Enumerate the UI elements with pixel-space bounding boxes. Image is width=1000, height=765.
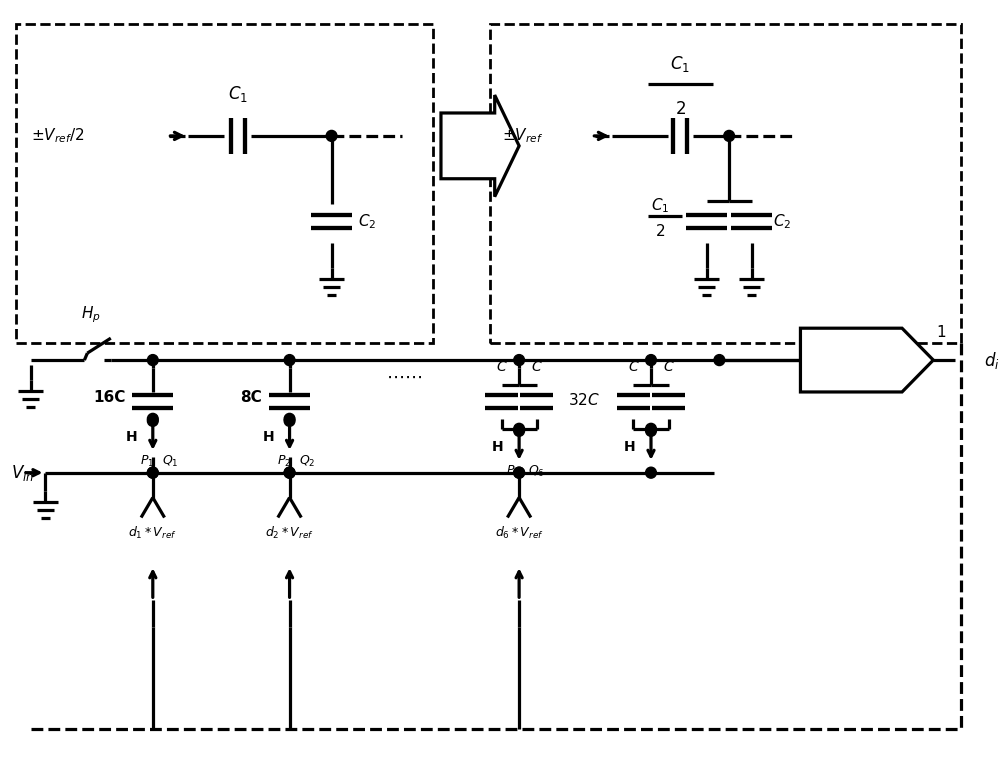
Circle shape [326,130,337,142]
Text: $1$: $1$ [936,324,946,340]
Text: 8C: 8C [240,390,262,405]
Circle shape [646,425,656,436]
Text: $2$: $2$ [655,223,665,239]
Text: $\cdots\cdots$: $\cdots\cdots$ [386,368,422,386]
Text: $C_1$: $C_1$ [670,54,690,74]
Circle shape [147,413,158,425]
Text: $Q_6$: $Q_6$ [528,464,545,479]
Polygon shape [800,328,933,392]
Text: $C$: $C$ [531,360,543,374]
Circle shape [514,467,524,478]
Text: H: H [125,430,137,444]
Text: $C_2$: $C_2$ [358,212,376,231]
Circle shape [514,355,524,366]
Circle shape [514,425,524,436]
Circle shape [714,355,725,366]
Text: $C$: $C$ [496,360,507,374]
Text: $Q_2$: $Q_2$ [299,454,315,469]
Bar [16,24,433,343]
Text: $C_1$: $C_1$ [651,197,669,215]
Polygon shape [441,95,519,197]
Bar [490,24,961,343]
Text: $C$: $C$ [663,360,674,374]
Text: $d_2*V_{ref}$: $d_2*V_{ref}$ [265,525,314,541]
Text: H: H [492,440,503,454]
Text: $d_i$: $d_i$ [984,350,1000,370]
Text: $V_{in}$: $V_{in}$ [11,463,34,483]
Circle shape [284,355,295,366]
Circle shape [646,355,656,366]
Circle shape [284,415,295,426]
Text: $H_p$: $H_p$ [81,304,101,325]
Text: $d_1*V_{ref}$: $d_1*V_{ref}$ [128,525,177,541]
Text: H: H [624,440,635,454]
Circle shape [514,467,524,478]
Text: $d_6*V_{ref}$: $d_6*V_{ref}$ [495,525,543,541]
Circle shape [147,415,158,426]
Text: $Q_1$: $Q_1$ [162,454,179,469]
Circle shape [284,467,295,478]
Text: $C$: $C$ [628,360,639,374]
Text: $\pm V_{ref}$: $\pm V_{ref}$ [502,126,543,145]
Text: H: H [262,430,274,444]
Text: $2$: $2$ [675,100,686,118]
Circle shape [646,467,656,478]
Circle shape [284,467,295,478]
Text: 16C: 16C [93,390,125,405]
Text: $\pm V_{ref}/2$: $\pm V_{ref}/2$ [31,126,84,145]
Text: $P_1$: $P_1$ [140,454,154,469]
Text: $P_6$: $P_6$ [506,464,521,479]
Circle shape [284,413,295,425]
Text: $C_1$: $C_1$ [228,84,248,104]
Circle shape [147,467,158,478]
Circle shape [514,423,524,435]
Circle shape [724,130,735,142]
Text: $32C$: $32C$ [568,392,600,408]
Text: $C_2$: $C_2$ [773,212,791,231]
Circle shape [147,355,158,366]
Circle shape [147,467,158,478]
Text: $P_2$: $P_2$ [277,454,291,469]
Circle shape [646,423,656,435]
